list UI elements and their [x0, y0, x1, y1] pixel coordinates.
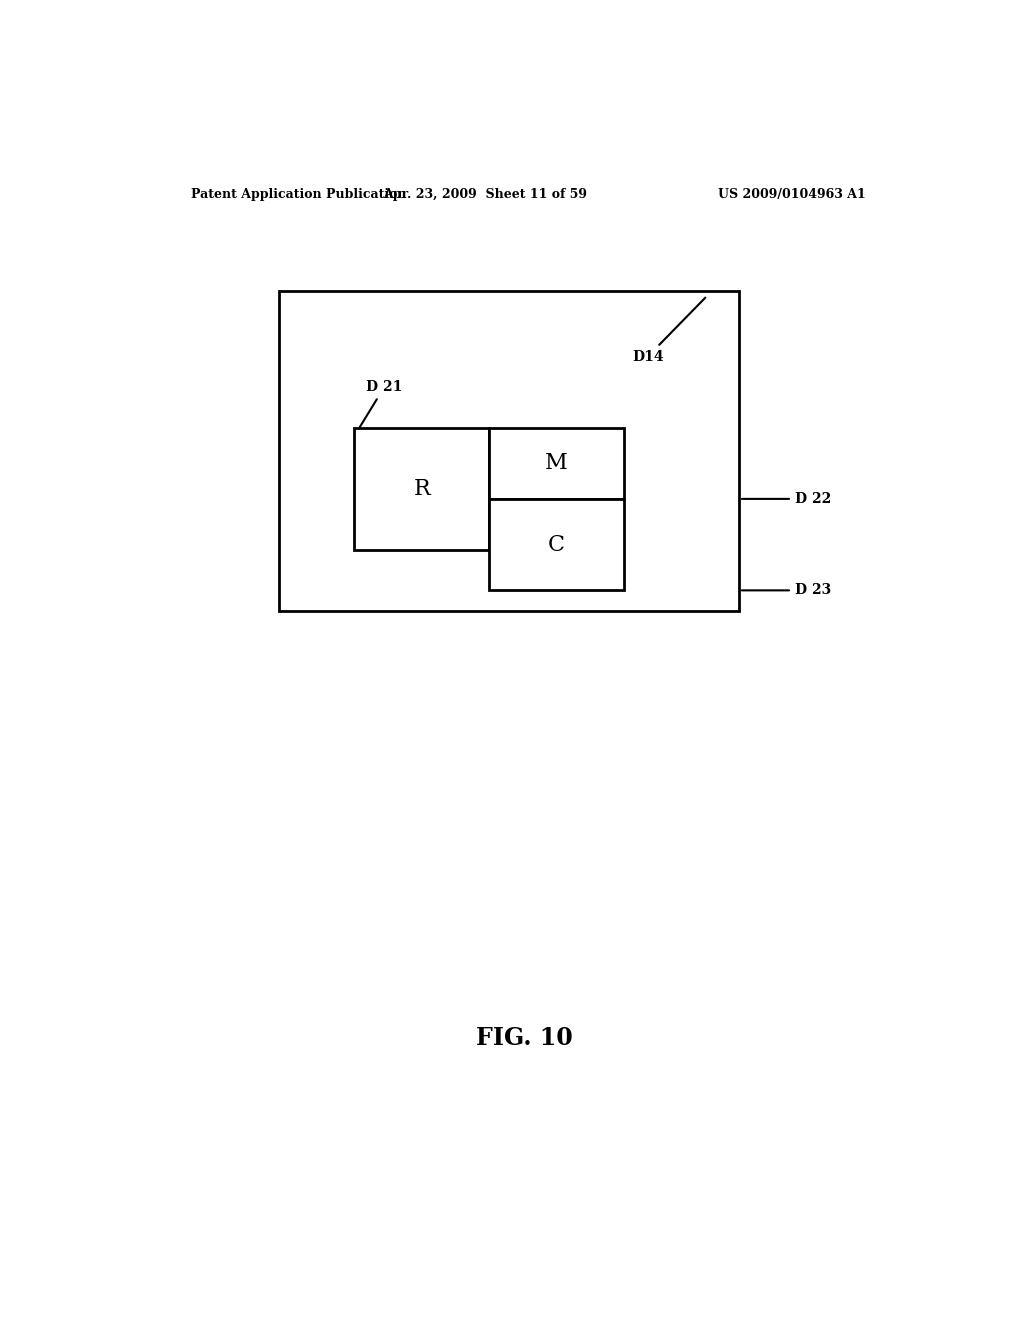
Text: C: C — [548, 533, 565, 556]
Text: Apr. 23, 2009  Sheet 11 of 59: Apr. 23, 2009 Sheet 11 of 59 — [383, 189, 587, 202]
Text: D 21: D 21 — [359, 380, 402, 428]
Text: FIG. 10: FIG. 10 — [476, 1026, 573, 1049]
Bar — [279, 290, 739, 611]
Text: R: R — [414, 478, 430, 500]
Text: D 23: D 23 — [741, 583, 830, 598]
Text: Patent Application Publication: Patent Application Publication — [191, 189, 407, 202]
Bar — [354, 428, 489, 549]
Text: US 2009/0104963 A1: US 2009/0104963 A1 — [718, 189, 866, 202]
Text: M: M — [545, 453, 568, 474]
Bar — [489, 428, 624, 499]
Text: D 22: D 22 — [741, 492, 830, 506]
Text: D14: D14 — [632, 297, 706, 363]
Bar — [489, 499, 624, 590]
